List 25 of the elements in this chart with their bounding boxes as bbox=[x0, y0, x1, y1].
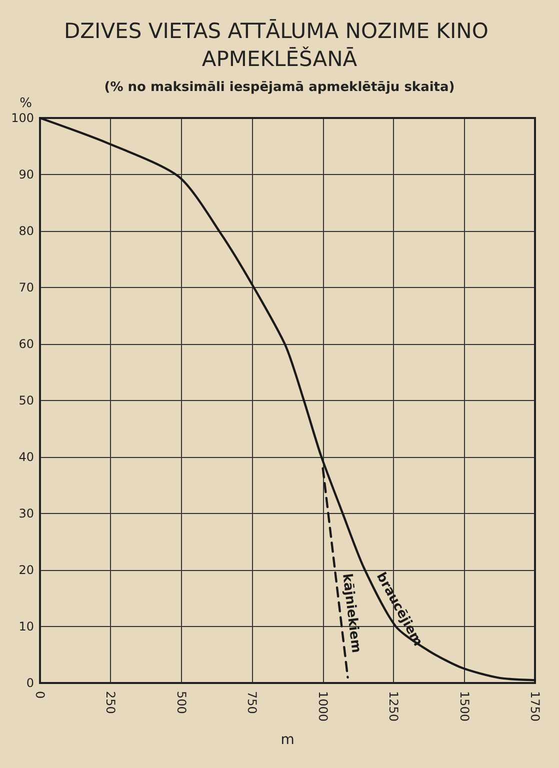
x-tick-label: 500 bbox=[174, 691, 188, 714]
y-tick-label: 20 bbox=[18, 563, 34, 577]
y-tick-label: 50 bbox=[18, 394, 34, 408]
x-tick-label: 1750 bbox=[528, 691, 542, 722]
text: kājniekiem bbox=[339, 572, 364, 654]
y-tick-label: 30 bbox=[18, 506, 34, 520]
y-axis-title: % bbox=[20, 96, 32, 111]
y-tick-label: 90 bbox=[18, 168, 34, 182]
x-axis-title: m bbox=[280, 732, 294, 748]
x-tick-label: 0 bbox=[33, 691, 47, 699]
chart-subtitle: (% no maksimāli iespējamā apmeklētāju skaita) bbox=[104, 80, 455, 95]
y-tick-label: 10 bbox=[18, 620, 34, 634]
x-tick-label: 1000 bbox=[316, 691, 330, 722]
y-tick-label: 60 bbox=[18, 337, 34, 351]
y-tick-label: 80 bbox=[18, 224, 34, 238]
x-tick-label: 1500 bbox=[457, 691, 472, 722]
chart-title: DZIVES VIETAS ATTĀLUMA NOZIME KINO APMEKLĒŠANĀ bbox=[64, 19, 496, 71]
y-tick-label: 0 bbox=[26, 676, 34, 690]
x-tick-label: 1250 bbox=[386, 691, 401, 722]
y-tick-label: 100 bbox=[11, 111, 34, 125]
x-tick-label: 750 bbox=[245, 691, 260, 714]
y-tick-label: 70 bbox=[18, 280, 34, 294]
y-tick-label: 40 bbox=[18, 450, 34, 464]
x-tick-label: 250 bbox=[104, 691, 118, 714]
line-series bbox=[38, 116, 536, 682]
